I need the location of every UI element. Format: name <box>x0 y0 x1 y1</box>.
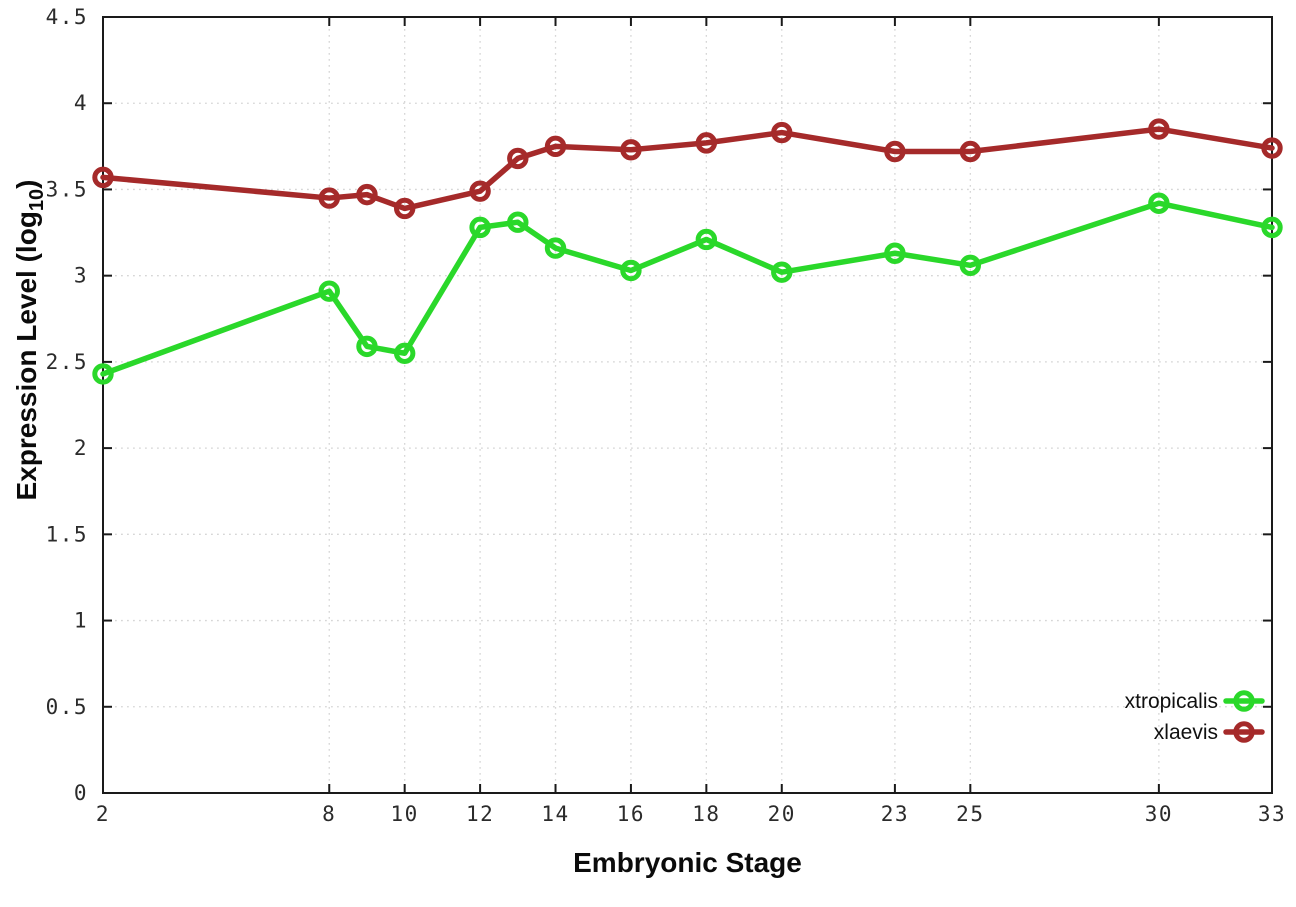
data-point-xlaevis <box>884 140 906 163</box>
data-point-xlaevis <box>1261 137 1283 159</box>
data-point-xtropicalis <box>884 242 906 264</box>
data-point-xtropicalis <box>393 342 416 364</box>
data-point-xlaevis <box>356 183 378 206</box>
data-point-xlaevis <box>92 166 114 189</box>
plot-border <box>102 16 1273 794</box>
y-tick-label: 2.5 <box>46 350 88 374</box>
y-tick-label: 4.5 <box>46 5 88 29</box>
x-tick-label: 23 <box>881 802 909 826</box>
data-point-xtropicalis <box>507 211 529 233</box>
y-tick-label: 4 <box>74 91 88 115</box>
data-point-xlaevis <box>959 140 982 163</box>
x-tick-label: 14 <box>541 802 569 826</box>
x-tick-label: 18 <box>692 802 720 826</box>
data-point-xlaevis <box>620 139 642 161</box>
legend-label-xtropicalis: xtropicalis <box>1125 690 1218 713</box>
legend-label-xlaevis: xlaevis <box>1154 721 1218 744</box>
data-point-xtropicalis <box>318 280 340 302</box>
y-axis-title: Expression Level (log10) <box>11 180 48 501</box>
data-point-xtropicalis <box>469 216 491 239</box>
x-tick-label: 30 <box>1145 802 1173 826</box>
y-tick-label: 1.5 <box>46 522 88 546</box>
legend-marker-xtropicalis <box>1233 690 1255 712</box>
data-point-xtropicalis <box>959 254 982 277</box>
y-tick-label: 1 <box>74 609 88 633</box>
data-point-xtropicalis <box>771 261 793 283</box>
x-tick-label: 20 <box>768 802 796 826</box>
y-tick-label: 3.5 <box>46 177 88 201</box>
y-tick-label: 0.5 <box>46 695 88 719</box>
x-tick-label: 16 <box>617 802 645 826</box>
data-point-xtropicalis <box>620 259 642 282</box>
x-axis-title: Embryonic Stage <box>573 847 802 878</box>
y-tick-label: 3 <box>74 264 88 288</box>
x-tick-label: 2 <box>96 802 110 826</box>
data-point-xlaevis <box>507 147 529 170</box>
data-point-xtropicalis <box>544 237 567 259</box>
data-point-xlaevis <box>695 132 718 154</box>
x-tick-label: 8 <box>322 802 336 826</box>
data-point-xtropicalis <box>356 335 378 358</box>
y-tick-label: 0 <box>74 781 88 805</box>
data-point-xlaevis <box>771 121 793 144</box>
data-point-xlaevis <box>469 180 491 202</box>
x-tick-label: 12 <box>466 802 494 826</box>
data-point-xtropicalis <box>1261 216 1283 239</box>
data-point-xlaevis <box>1148 118 1170 140</box>
legend-marker-xlaevis <box>1233 721 1255 743</box>
y-tick-label: 2 <box>74 436 88 460</box>
data-point-xtropicalis <box>92 363 114 385</box>
x-tick-label: 10 <box>391 802 419 826</box>
data-point-xtropicalis <box>1148 192 1170 214</box>
data-point-xtropicalis <box>695 228 718 251</box>
x-tick-label: 25 <box>956 802 984 826</box>
data-point-xlaevis <box>393 197 416 220</box>
data-point-xlaevis <box>318 187 340 209</box>
x-tick-label: 33 <box>1258 802 1286 826</box>
data-point-xlaevis <box>544 135 567 158</box>
